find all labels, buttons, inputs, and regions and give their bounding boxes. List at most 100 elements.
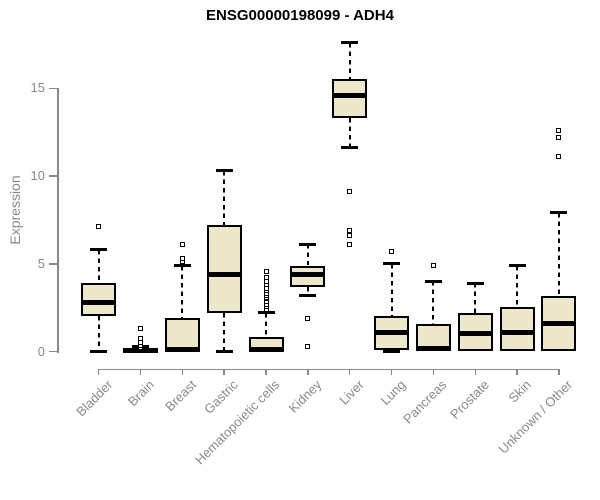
- x-tick-label: Bladder: [72, 377, 116, 420]
- y-tick-label: 15: [30, 80, 45, 96]
- upper-whisker-cap: [299, 242, 317, 246]
- upper-whisker: [557, 212, 560, 297]
- y-axis-line: [57, 88, 59, 353]
- median-line: [541, 320, 577, 326]
- outlier-point: [556, 127, 562, 133]
- upper-whisker: [97, 249, 100, 284]
- y-tick: [48, 175, 57, 177]
- lower-whisker: [97, 316, 100, 352]
- y-tick: [48, 263, 57, 265]
- upper-whisker: [432, 281, 435, 325]
- upper-whisker-cap: [341, 41, 359, 45]
- x-tick-label: Brain: [124, 377, 158, 410]
- upper-whisker-cap: [466, 281, 484, 285]
- x-tick: [223, 368, 225, 375]
- median-line: [415, 346, 451, 352]
- x-tick-label: Prostate: [447, 377, 492, 422]
- x-tick-label: Unknown / Other: [495, 377, 576, 457]
- x-tick-label: Gastric: [201, 377, 241, 417]
- x-tick: [307, 368, 309, 375]
- median-line: [332, 92, 368, 98]
- upper-whisker: [223, 170, 226, 226]
- y-tick: [48, 350, 57, 353]
- median-line: [290, 271, 326, 277]
- outlier-point: [347, 233, 353, 239]
- median-line: [206, 271, 242, 277]
- x-tick: [348, 368, 351, 375]
- x-tick: [181, 368, 184, 375]
- x-tick: [139, 368, 142, 375]
- median-line: [457, 331, 493, 337]
- outlier-point: [96, 224, 102, 230]
- upper-whisker: [516, 265, 519, 307]
- x-tick-label: Pancreas: [400, 377, 451, 427]
- x-tick: [265, 368, 267, 375]
- outlier-point: [179, 241, 185, 247]
- upper-whisker: [390, 263, 393, 317]
- y-tick-label: 0: [37, 343, 45, 359]
- outlier-point: [347, 189, 353, 195]
- median-line: [122, 348, 158, 354]
- median-line: [81, 299, 117, 305]
- outlier-point: [430, 263, 436, 268]
- outlier-point: [137, 326, 143, 332]
- outlier-point: [179, 255, 185, 261]
- x-tick: [516, 368, 518, 375]
- x-tick: [432, 368, 435, 375]
- upper-whisker-cap: [257, 311, 275, 315]
- lower-whisker: [223, 312, 226, 352]
- x-tick: [558, 368, 560, 375]
- upper-whisker: [265, 312, 267, 338]
- upper-whisker: [348, 42, 351, 80]
- outlier-point: [137, 340, 143, 346]
- lower-whisker-cap: [215, 350, 233, 353]
- box: [332, 79, 368, 119]
- median-line: [499, 329, 535, 335]
- y-tick: [48, 87, 57, 89]
- upper-whisker-cap: [90, 248, 108, 252]
- median-line: [374, 329, 410, 335]
- x-tick-label: Lung: [377, 377, 409, 409]
- upper-whisker-cap: [550, 211, 568, 215]
- x-tick: [97, 368, 100, 375]
- x-axis-line: [98, 368, 560, 370]
- x-tick-label: Breast: [161, 377, 199, 415]
- box: [81, 283, 117, 317]
- outlier-point: [389, 248, 395, 254]
- lower-whisker: [306, 286, 309, 296]
- outlier-point: [347, 241, 353, 247]
- x-tick-label: Kidney: [285, 377, 325, 416]
- lower-whisker-cap: [299, 293, 317, 297]
- outlier-point: [263, 275, 269, 281]
- upper-whisker-cap: [424, 279, 442, 283]
- median-line: [164, 347, 200, 353]
- x-tick: [390, 368, 393, 375]
- outlier-point: [137, 335, 143, 341]
- outlier-point: [305, 343, 311, 349]
- lower-whisker-cap: [341, 146, 359, 150]
- y-tick-label: 5: [37, 255, 45, 271]
- y-axis-label: Expression: [7, 175, 23, 245]
- median-line: [248, 347, 284, 353]
- x-tick: [474, 368, 476, 375]
- upper-whisker-cap: [508, 264, 526, 267]
- lower-whisker-cap: [90, 350, 108, 353]
- y-tick-label: 10: [30, 168, 45, 183]
- outlier-point: [556, 154, 562, 160]
- upper-whisker-cap: [173, 264, 191, 267]
- x-tick-label: Liver: [335, 377, 367, 408]
- chart-title: ENSG00000198099 - ADH4: [206, 7, 394, 24]
- upper-whisker: [181, 265, 184, 319]
- upper-whisker-cap: [383, 262, 401, 266]
- x-tick-label: Skin: [505, 377, 534, 406]
- lower-whisker-cap: [383, 350, 401, 353]
- upper-whisker: [306, 244, 309, 266]
- upper-whisker-cap: [215, 169, 233, 173]
- outlier-point: [263, 269, 269, 275]
- box: [206, 225, 242, 313]
- outlier-point: [305, 315, 311, 321]
- upper-whisker: [474, 283, 477, 313]
- box: [499, 306, 535, 352]
- outlier-point: [556, 134, 562, 140]
